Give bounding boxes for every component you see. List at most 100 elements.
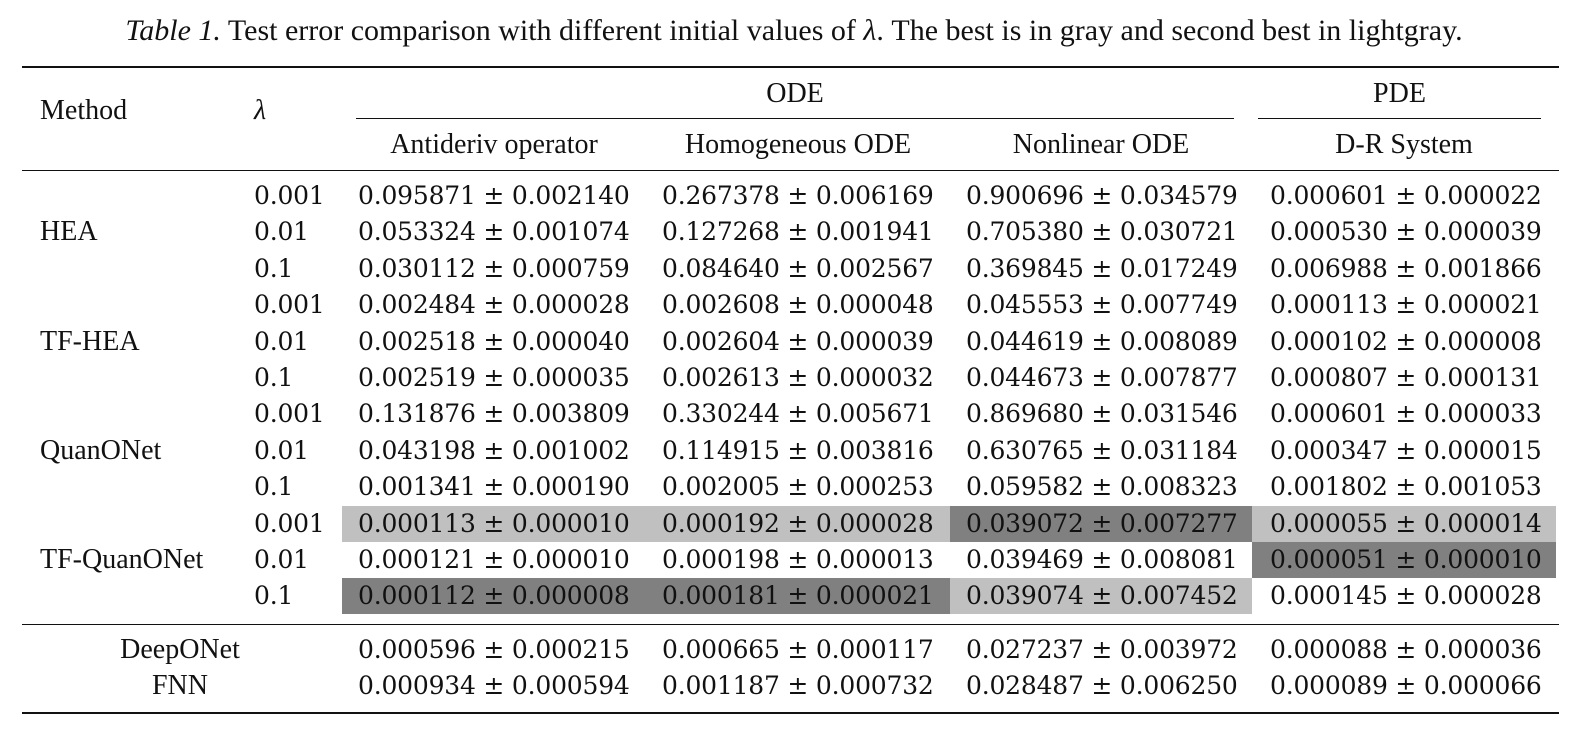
best-highlight (646, 578, 950, 615)
header-lambda: λ (254, 95, 267, 126)
table-cell: 0.630765 ± 0.031184 (966, 435, 1238, 465)
method-label: QuanONet (40, 434, 162, 466)
table-cell: 0.000530 ± 0.000039 (1270, 217, 1542, 247)
table-cell: 0.127268 ± 0.001941 (662, 217, 934, 247)
table-cell: 0.002608 ± 0.000048 (662, 290, 934, 320)
table-cell: 0.095871 ± 0.002140 (358, 181, 630, 210)
baseline-rule (22, 624, 1559, 625)
lambda-value: 0.1 (254, 581, 294, 611)
table-cell: 0.900696 ± 0.034579 (966, 181, 1238, 210)
table-cell: 0.059582 ± 0.008323 (966, 472, 1238, 502)
table-cell: 0.001341 ± 0.000190 (358, 472, 630, 502)
best-highlight (950, 505, 1252, 542)
table-cell: 0.705380 ± 0.030721 (966, 217, 1238, 247)
table-cell: 0.267378 ± 0.006169 (662, 181, 934, 210)
lambda-value: 0.01 (254, 326, 309, 356)
lambda-value: 0.01 (254, 545, 309, 574)
table-cell: 0.000051 ± 0.000010 (1270, 545, 1542, 574)
method-label: TF-QuanONet (40, 544, 204, 575)
bottom-rule (22, 712, 1559, 714)
table-cell: 0.028487 ± 0.006250 (966, 671, 1238, 701)
table-cell: 0.131876 ± 0.003809 (358, 399, 630, 429)
best-highlight (342, 578, 646, 615)
header-method: Method (40, 95, 128, 126)
table-cell: 0.002604 ± 0.000039 (662, 326, 934, 356)
lambda-value: 0.01 (254, 435, 309, 465)
table-cell: 0.000934 ± 0.000594 (358, 671, 630, 701)
table-cell: 0.000113 ± 0.000010 (358, 508, 630, 538)
lambda-value: 0.1 (254, 363, 294, 392)
table-cell: 0.001802 ± 0.001053 (1270, 472, 1542, 502)
table-cell: 0.002518 ± 0.000040 (358, 326, 630, 356)
table-cell: 0.043198 ± 0.001002 (358, 435, 630, 465)
table-cell: 0.330244 ± 0.005671 (662, 399, 934, 429)
table-cell: 0.000596 ± 0.000215 (358, 635, 630, 664)
method-label: TF-HEA (40, 325, 140, 357)
second-best-highlight (342, 505, 646, 542)
lambda-value: 0.001 (254, 508, 325, 538)
table-cell: 0.000102 ± 0.000008 (1270, 326, 1542, 356)
second-best-highlight (950, 578, 1252, 615)
column-header: Nonlinear ODE (1012, 129, 1190, 160)
table-cell: 0.044673 ± 0.007877 (966, 363, 1238, 392)
table-caption: Table 1. Test error comparison with diff… (0, 14, 1588, 48)
table-cell: 0.000807 ± 0.000131 (1270, 363, 1542, 392)
table-cell: 0.000121 ± 0.000010 (358, 545, 630, 574)
table-cell: 0.000347 ± 0.000015 (1270, 435, 1542, 465)
table-cell: 0.053324 ± 0.001074 (358, 217, 630, 247)
method-label: HEA (40, 216, 98, 248)
table-cell: 0.000088 ± 0.000036 (1270, 635, 1542, 664)
table-cell: 0.006988 ± 0.001866 (1270, 253, 1542, 283)
table-cell: 0.002005 ± 0.000253 (662, 472, 934, 502)
caption-text-after: . The best is in gray and second best in… (876, 14, 1463, 47)
column-header: Homogeneous ODE (684, 129, 912, 160)
table-cell: 0.369845 ± 0.017249 (966, 253, 1238, 283)
lambda-value: 0.001 (254, 181, 325, 210)
top-rule (22, 66, 1559, 68)
table-cell: 0.039072 ± 0.007277 (966, 508, 1238, 538)
table-cell: 0.002484 ± 0.000028 (358, 290, 630, 320)
table-cell: 0.000192 ± 0.000028 (662, 508, 934, 538)
lambda-value: 0.01 (254, 217, 309, 247)
table-cell: 0.000601 ± 0.000022 (1270, 181, 1542, 210)
table-cell: 0.114915 ± 0.003816 (662, 435, 934, 465)
header-rule (22, 170, 1559, 171)
column-header: Antideriv operator (390, 129, 598, 160)
lambda-value: 0.1 (254, 253, 294, 283)
lambda-value: 0.001 (254, 290, 325, 320)
header-group-pde: PDE (1373, 78, 1426, 109)
table-cell: 0.000665 ± 0.000117 (662, 635, 934, 664)
table-cell: 0.000113 ± 0.000021 (1270, 290, 1542, 320)
second-best-highlight (1252, 505, 1556, 542)
column-header: D-R System (1335, 129, 1473, 160)
header-group-ode: ODE (766, 78, 824, 109)
ode-group-rule (356, 118, 1234, 119)
table-cell: 0.000089 ± 0.000066 (1270, 671, 1542, 701)
second-best-highlight (646, 505, 950, 542)
table-cell: 0.002519 ± 0.000035 (358, 363, 630, 392)
table-cell: 0.045553 ± 0.007749 (966, 290, 1238, 320)
caption-lambda-symbol: λ (863, 14, 877, 47)
lambda-value: 0.001 (254, 399, 325, 429)
best-highlight (1252, 542, 1556, 578)
baseline-method-label: DeepONet (120, 634, 240, 665)
table-cell: 0.000601 ± 0.000033 (1270, 399, 1542, 429)
pde-group-rule (1258, 118, 1541, 119)
table-cell: 0.044619 ± 0.008089 (966, 326, 1238, 356)
table-cell: 0.000198 ± 0.000013 (662, 545, 934, 574)
caption-label: Table 1. (125, 14, 221, 47)
baseline-method-label: FNN (151, 670, 208, 702)
table-cell: 0.039469 ± 0.008081 (966, 545, 1238, 574)
caption-text-before: Test error comparison with different ini… (220, 14, 864, 47)
table-cell: 0.000145 ± 0.000028 (1270, 581, 1542, 611)
table-cell: 0.000112 ± 0.000008 (358, 581, 630, 611)
table-cell: 0.039074 ± 0.007452 (966, 581, 1238, 611)
table-cell: 0.000181 ± 0.000021 (662, 581, 934, 611)
lambda-value: 0.1 (254, 472, 294, 502)
table-cell: 0.027237 ± 0.003972 (966, 635, 1238, 664)
table-cell: 0.084640 ± 0.002567 (662, 253, 934, 283)
table-cell: 0.000055 ± 0.000014 (1270, 508, 1542, 538)
table-cell: 0.030112 ± 0.000759 (358, 253, 630, 283)
table-cell: 0.001187 ± 0.000732 (662, 671, 934, 701)
table-cell: 0.002613 ± 0.000032 (662, 363, 934, 392)
